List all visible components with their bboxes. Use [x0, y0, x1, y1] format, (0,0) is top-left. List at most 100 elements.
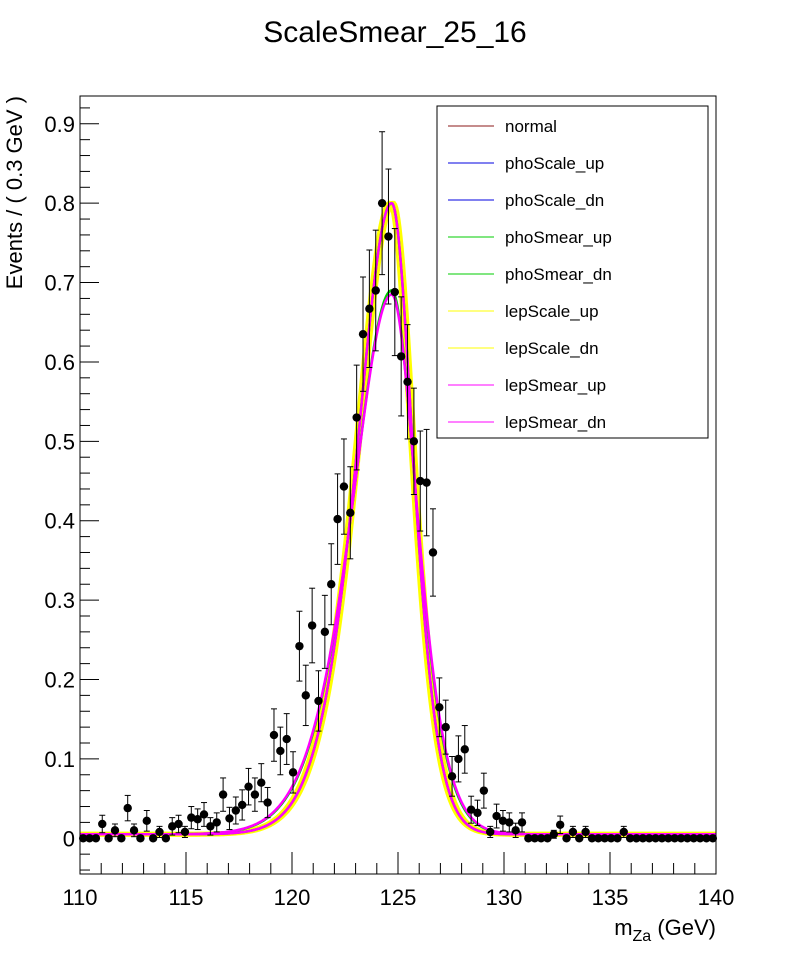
data-marker [288, 768, 298, 777]
data-marker [486, 827, 495, 837]
data-point [428, 508, 438, 597]
data-point [613, 834, 622, 843]
data-point [530, 834, 539, 843]
data-marker [517, 818, 527, 827]
data-point [645, 834, 654, 843]
x-axis-title-sub: Za [633, 928, 652, 945]
data-point [237, 789, 247, 821]
x-axis-title: mZa (GeV) [614, 915, 716, 945]
legend-label: normal [505, 117, 557, 136]
data-point [486, 825, 495, 838]
data-marker [428, 548, 438, 557]
data-point [625, 834, 635, 843]
data-marker [606, 834, 616, 843]
data-marker [441, 722, 450, 732]
data-marker [460, 745, 469, 754]
data-marker [555, 820, 565, 829]
data-marker [454, 754, 463, 764]
data-point [575, 834, 584, 843]
x-tick-label: 115 [168, 885, 203, 910]
data-point [543, 834, 552, 843]
data-point [218, 777, 228, 812]
data-marker [218, 790, 228, 799]
data-point [492, 803, 501, 829]
data-marker [244, 782, 253, 791]
data-marker [384, 232, 393, 241]
data-marker [466, 805, 476, 814]
data-point [155, 825, 164, 838]
y-tick-label: 0 [63, 826, 75, 851]
data-point [257, 763, 266, 803]
data-point [129, 823, 139, 838]
data-marker [358, 329, 368, 339]
data-point [168, 817, 177, 836]
data-marker [543, 834, 552, 843]
data-point [104, 834, 113, 843]
data-point [651, 834, 660, 843]
data-marker [225, 814, 234, 823]
data-point [473, 799, 482, 827]
data-marker [301, 691, 310, 700]
data-marker [498, 816, 508, 826]
data-marker [320, 627, 330, 637]
data-point [307, 587, 317, 664]
data-marker [479, 786, 489, 795]
y-tick-label: 0.6 [44, 350, 75, 375]
data-marker [327, 580, 336, 589]
data-point [447, 756, 457, 797]
data-point [365, 249, 374, 369]
data-marker [174, 819, 183, 829]
legend-entry-lepSmear_up: lepSmear_up [448, 376, 606, 395]
data-marker [645, 834, 654, 843]
data-point [562, 834, 571, 843]
data-marker [129, 826, 139, 835]
data-point [632, 834, 641, 843]
data-marker [136, 834, 145, 843]
data-marker [123, 803, 132, 813]
data-marker [600, 834, 609, 843]
data-marker [676, 834, 686, 843]
data-point [136, 834, 145, 843]
data-marker [276, 746, 285, 756]
legend: normal phoScale_up phoScale_dn phoSmear_upp… [436, 105, 709, 439]
data-marker [212, 818, 221, 827]
data-marker [377, 198, 387, 208]
data-marker [625, 834, 635, 843]
data-point [657, 834, 667, 843]
data-marker [587, 834, 597, 843]
data-point [689, 834, 698, 843]
y-tick-label: 0.3 [44, 588, 75, 613]
data-point [549, 829, 559, 839]
legend-entry-lepSmear_dn: lepSmear_dn [448, 413, 606, 432]
data-point [524, 834, 533, 843]
data-point [511, 822, 520, 838]
data-point [231, 796, 241, 825]
data-marker [346, 508, 355, 517]
data-point [390, 228, 400, 357]
legend-entry-lepScale_dn: lepScale_dn [448, 339, 599, 358]
data-point [288, 751, 298, 794]
data-point [581, 825, 590, 838]
data-point [638, 834, 648, 843]
data-point [454, 735, 463, 783]
data-marker [365, 304, 374, 313]
legend-entry-phoScale_up: phoScale_up [448, 154, 604, 173]
data-point [422, 428, 431, 537]
data-marker [619, 827, 628, 837]
data-point [212, 812, 221, 833]
y-tick-label: 0.2 [44, 668, 75, 693]
x-axis-title-unit: (GeV) [651, 915, 716, 940]
data-marker [695, 834, 705, 843]
data-marker [651, 834, 660, 843]
data-marker [689, 834, 698, 843]
data-point [320, 594, 330, 669]
data-point [664, 834, 673, 843]
data-marker [333, 514, 342, 524]
y-axis: 0 0.1 0.2 0.3 0.4 0.5 0.6 0.7 0.8 0.9 [44, 107, 99, 871]
data-point [352, 364, 361, 471]
data-marker [148, 834, 158, 843]
data-marker [536, 834, 546, 843]
data-marker [632, 834, 641, 843]
data-point [435, 677, 444, 738]
data-point [403, 324, 412, 440]
